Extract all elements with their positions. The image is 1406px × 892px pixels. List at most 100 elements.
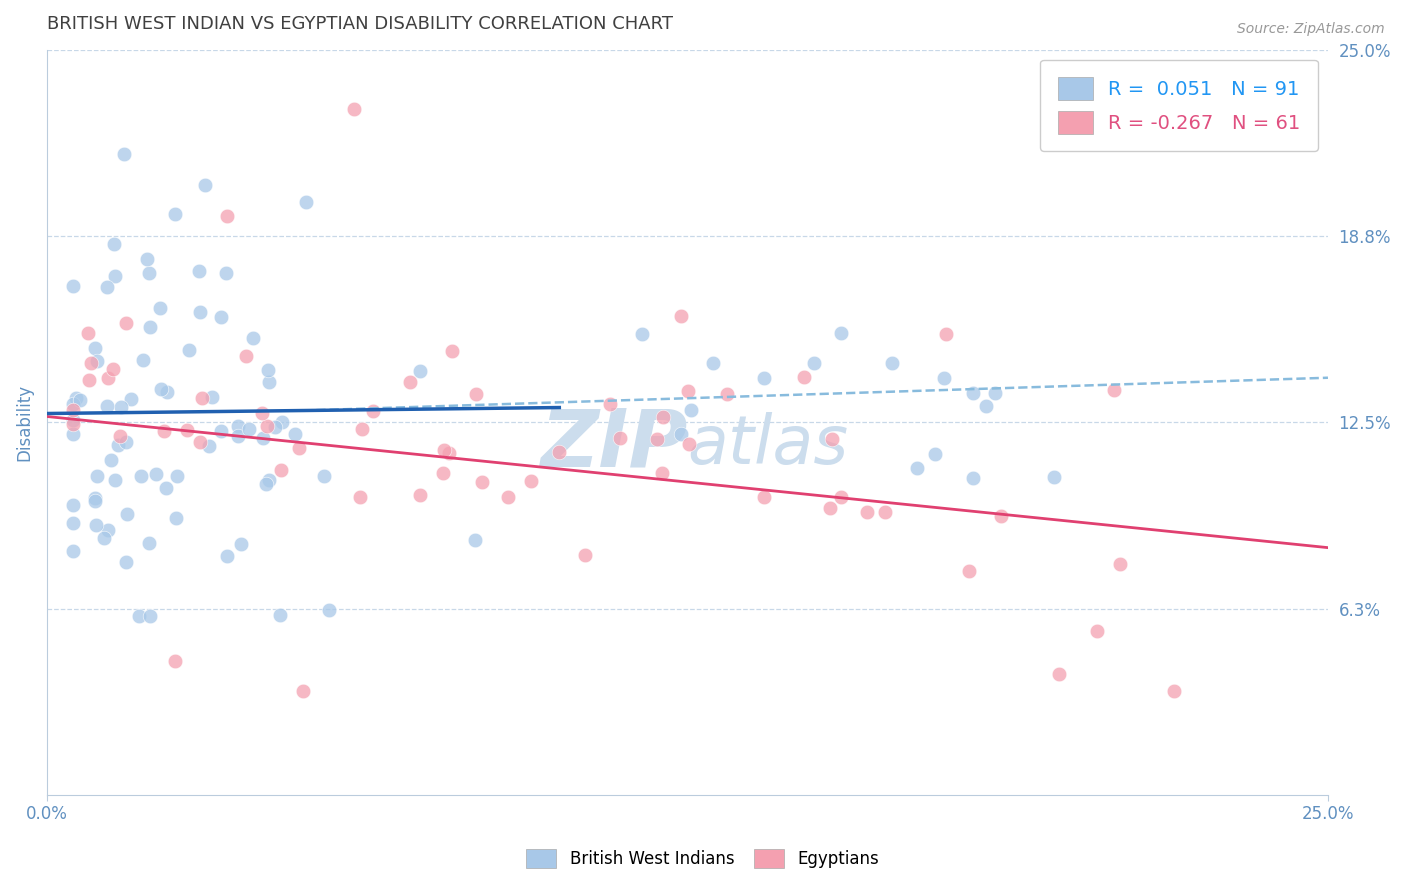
Point	[84, 494, 107, 508]
Point	[191, 391, 214, 405]
Point	[1047, 667, 1070, 681]
Point	[830, 490, 852, 504]
Point	[821, 432, 844, 446]
Point	[84, 491, 107, 505]
Point	[464, 387, 486, 401]
Point	[793, 370, 815, 384]
Point	[215, 267, 238, 281]
Point	[441, 343, 464, 358]
Point	[84, 518, 107, 533]
Point	[139, 609, 162, 624]
Point	[873, 505, 896, 519]
Point	[609, 431, 631, 445]
Point	[1085, 624, 1108, 639]
Point	[128, 609, 150, 624]
Point	[432, 466, 454, 480]
Point	[86, 353, 108, 368]
Point	[439, 446, 461, 460]
Point	[194, 178, 217, 193]
Point	[256, 362, 278, 376]
Point	[408, 364, 430, 378]
Point	[62, 498, 84, 512]
Point	[62, 413, 84, 427]
Point	[145, 467, 167, 481]
Point	[62, 402, 84, 417]
Point	[990, 509, 1012, 524]
Point	[231, 536, 253, 550]
Point	[163, 207, 186, 221]
Point	[112, 147, 135, 161]
Point	[65, 392, 87, 406]
Point	[363, 404, 385, 418]
Point	[97, 370, 120, 384]
Point	[77, 326, 100, 340]
Point	[1108, 558, 1130, 572]
Point	[652, 409, 675, 424]
Point	[163, 654, 186, 668]
Point	[115, 435, 138, 450]
Point	[166, 468, 188, 483]
Point	[115, 507, 138, 521]
Point	[974, 399, 997, 413]
Point	[349, 490, 371, 504]
Legend: R =  0.051   N = 91, R = -0.267   N = 61: R = 0.051 N = 91, R = -0.267 N = 61	[1040, 60, 1319, 151]
Point	[96, 523, 118, 537]
Point	[676, 384, 699, 398]
Point	[62, 417, 84, 432]
Point	[754, 490, 776, 504]
Point	[62, 278, 84, 293]
Point	[1163, 683, 1185, 698]
Point	[256, 418, 278, 433]
Point	[599, 396, 621, 410]
Point	[318, 603, 340, 617]
Point	[156, 384, 179, 399]
Text: atlas: atlas	[688, 412, 849, 478]
Point	[803, 355, 825, 369]
Point	[433, 442, 456, 457]
Point	[149, 301, 172, 316]
Point	[103, 236, 125, 251]
Point	[131, 353, 153, 368]
Point	[252, 431, 274, 445]
Point	[343, 103, 366, 117]
Point	[93, 531, 115, 545]
Point	[176, 423, 198, 437]
Point	[907, 461, 929, 475]
Point	[574, 549, 596, 563]
Point	[520, 474, 543, 488]
Point	[314, 469, 336, 483]
Point	[399, 375, 422, 389]
Point	[201, 390, 224, 404]
Point	[269, 607, 291, 622]
Point	[62, 397, 84, 411]
Point	[257, 473, 280, 487]
Point	[292, 683, 315, 698]
Point	[754, 370, 776, 384]
Point	[962, 386, 984, 401]
Point	[153, 425, 176, 439]
Point	[352, 422, 374, 436]
Point	[679, 403, 702, 417]
Point	[464, 533, 486, 547]
Point	[678, 437, 700, 451]
Point	[957, 565, 980, 579]
Point	[855, 505, 877, 519]
Point	[101, 362, 124, 376]
Point	[177, 343, 200, 358]
Point	[716, 387, 738, 401]
Point	[215, 549, 238, 563]
Point	[96, 280, 118, 294]
Point	[188, 304, 211, 318]
Legend: British West Indians, Egyptians: British West Indians, Egyptians	[520, 842, 886, 875]
Point	[209, 424, 232, 438]
Point	[139, 320, 162, 334]
Point	[935, 326, 957, 341]
Point	[471, 475, 494, 489]
Point	[671, 310, 693, 324]
Point	[96, 399, 118, 413]
Point	[215, 210, 238, 224]
Point	[228, 429, 250, 443]
Point	[129, 468, 152, 483]
Point	[235, 349, 257, 363]
Point	[150, 383, 173, 397]
